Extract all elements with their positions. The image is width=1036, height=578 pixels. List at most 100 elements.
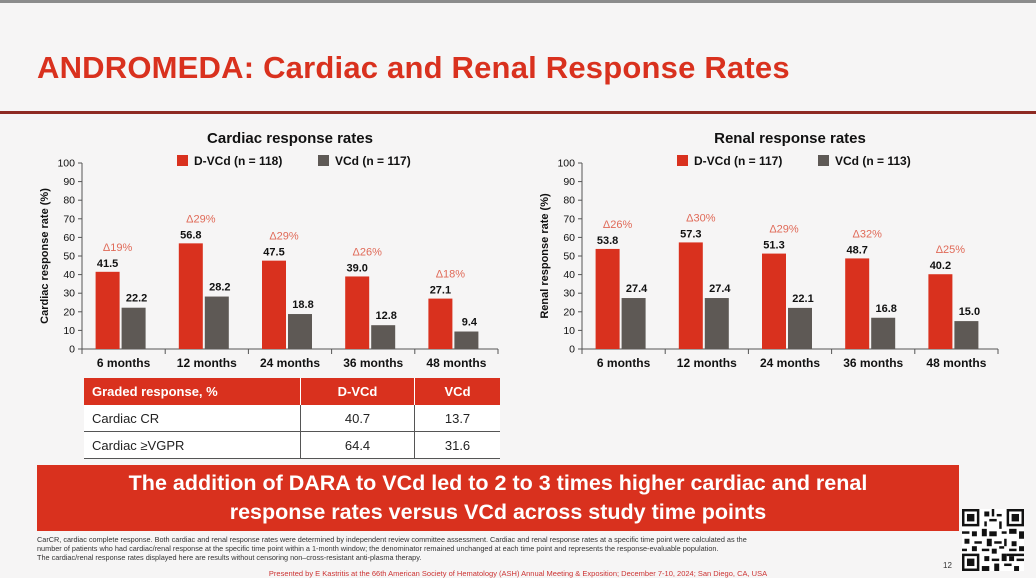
key-message-banner: The addition of DARA to VCd led to 2 to …: [37, 465, 959, 531]
bar: [204, 296, 229, 349]
legend-swatch: [677, 155, 688, 166]
x-tick-label: 6 months: [597, 356, 651, 370]
bar: [288, 314, 312, 349]
banner-line: The addition of DARA to VCd led to 2 to …: [128, 471, 868, 495]
y-tick-label: 30: [563, 288, 575, 300]
bar: [262, 260, 286, 349]
y-tick-label: 50: [63, 251, 75, 263]
footnote: CarCR, cardiac complete response. Both c…: [37, 535, 917, 562]
qr-code-icon: [962, 509, 1024, 571]
chart-title: Renal response rates: [714, 130, 866, 147]
y-tick-label: 10: [563, 325, 575, 337]
table-cell: Cardiac CR: [84, 405, 301, 432]
data-label: 57.3: [680, 228, 701, 240]
bar: [954, 321, 979, 349]
bar: [121, 307, 146, 349]
slide-title: ANDROMEDA: Cardiac and Renal Response Ra…: [37, 50, 790, 85]
x-tick-label: 48 months: [926, 356, 986, 370]
legend-swatch: [818, 155, 829, 166]
bar: [595, 248, 620, 349]
cardiac-response-chart: Cardiac response rates D-VCd (n = 118) VCd…: [39, 130, 499, 370]
table-header: D-VCd: [300, 378, 416, 405]
y-tick-label: 100: [557, 158, 575, 170]
delta-label: Δ32%: [853, 228, 883, 240]
renal-response-chart: Renal response rates D-VCd (n = 117) VCd (…: [539, 130, 999, 370]
table-header: Graded response, %: [84, 378, 301, 405]
bar: [871, 317, 896, 349]
y-tick-label: 20: [63, 306, 75, 318]
presenter-credit: Presented by E Kastritis at the 66th Ame…: [268, 569, 768, 578]
footnote-line: number of patients who had cardiac/renal…: [37, 544, 719, 553]
bar: [788, 307, 812, 349]
legend-label: D-VCd (n = 117): [694, 154, 782, 168]
chart-title: Cardiac response rates: [207, 130, 373, 147]
data-label: 9.4: [462, 317, 478, 329]
footnote-line: CarCR, cardiac complete response. Both c…: [37, 535, 747, 544]
data-label: 53.8: [597, 235, 618, 247]
data-label: 40.2: [930, 260, 951, 272]
page-number: 12: [943, 561, 952, 570]
y-tick-label: 90: [63, 176, 75, 188]
delta-label: Δ29%: [186, 213, 216, 225]
x-tick-label: 48 months: [426, 356, 486, 370]
data-label: 12.8: [375, 310, 396, 322]
data-label: 51.3: [763, 240, 784, 252]
data-label: 15.0: [959, 306, 980, 318]
data-label: 39.0: [346, 262, 367, 274]
table-cell: 40.7: [300, 405, 416, 432]
bar: [678, 242, 703, 349]
y-tick-label: 50: [563, 251, 575, 263]
y-tick-label: 80: [63, 195, 75, 207]
data-label: 56.8: [180, 229, 201, 241]
data-label: 41.5: [97, 258, 118, 270]
delta-label: Δ18%: [436, 269, 466, 281]
x-tick-label: 12 months: [177, 356, 237, 370]
y-tick-label: 60: [63, 232, 75, 244]
y-tick-label: 70: [63, 213, 75, 225]
y-tick-label: 30: [63, 288, 75, 300]
y-tick-label: 40: [63, 269, 75, 281]
graded-response-table: Graded response, % D-VCd VCd Cardiac CR …: [84, 378, 500, 459]
y-tick-label: 100: [57, 158, 75, 170]
bar: [621, 298, 646, 349]
legend-swatch: [318, 155, 329, 166]
x-tick-label: 24 months: [760, 356, 820, 370]
data-label: 27.1: [430, 285, 451, 297]
delta-label: Δ26%: [603, 219, 633, 231]
x-tick-label: 36 months: [343, 356, 403, 370]
table-row: Cardiac CR 40.7 13.7: [84, 405, 500, 432]
delta-label: Δ29%: [769, 224, 799, 236]
table-cell: Cardiac ≥VGPR: [84, 431, 301, 459]
footnote-line: The cardiac/renal response rates display…: [37, 553, 422, 562]
table-header: VCd: [414, 378, 500, 405]
x-tick-label: 24 months: [260, 356, 320, 370]
bar: [95, 271, 120, 349]
bar: [845, 258, 870, 349]
bar: [178, 243, 203, 349]
delta-label: Δ26%: [353, 246, 383, 258]
y-tick-label: 60: [563, 232, 575, 244]
banner-line: response rates versus VCd across study t…: [229, 500, 767, 524]
title-rule: [0, 111, 1036, 114]
data-label: 27.4: [709, 283, 731, 295]
table-row: Cardiac ≥VGPR 64.4 31.6: [84, 431, 500, 459]
data-label: 18.8: [292, 299, 313, 311]
bar: [762, 253, 786, 349]
table-cell: 31.6: [414, 431, 500, 459]
y-tick-label: 20: [563, 306, 575, 318]
x-tick-label: 12 months: [677, 356, 737, 370]
data-label: 27.4: [626, 283, 648, 295]
y-tick-label: 10: [63, 325, 75, 337]
data-label: 22.1: [792, 293, 813, 305]
bar: [928, 274, 953, 349]
y-tick-label: 90: [563, 176, 575, 188]
legend-label: D-VCd (n = 118): [194, 154, 282, 168]
delta-label: Δ29%: [269, 231, 299, 243]
delta-label: Δ25%: [936, 244, 966, 256]
top-rule: [0, 0, 1036, 3]
table-cell: 64.4: [300, 431, 416, 459]
data-label: 16.8: [875, 303, 896, 315]
y-axis-label: Renal response rate (%): [539, 193, 551, 319]
x-tick-label: 36 months: [843, 356, 903, 370]
bar: [345, 276, 370, 349]
